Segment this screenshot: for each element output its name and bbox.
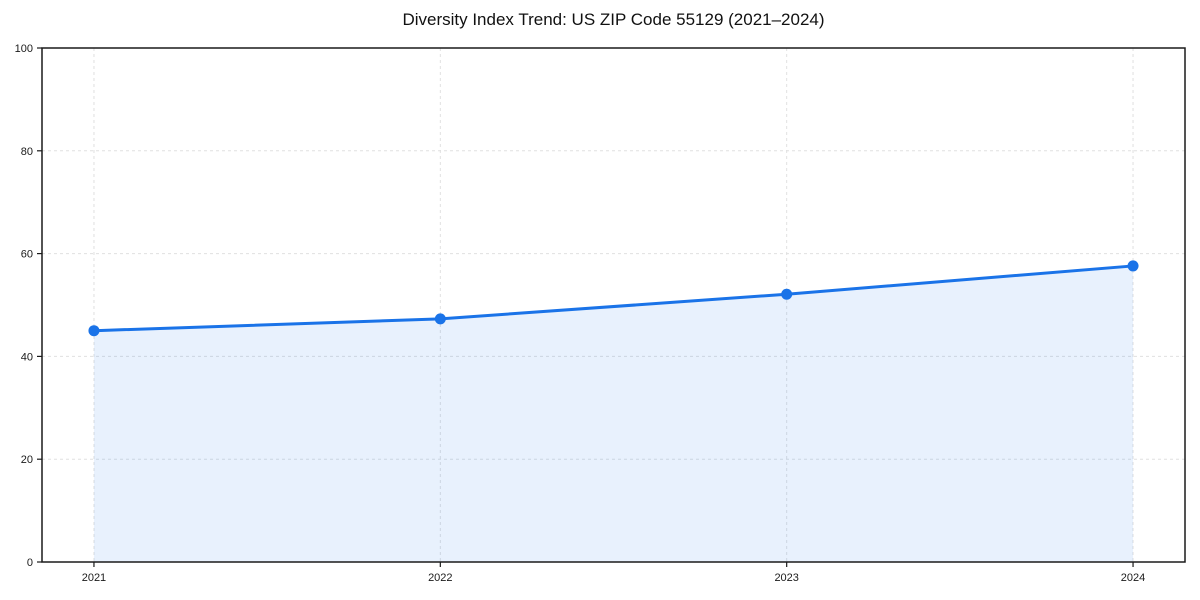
trend-line [92,264,1135,333]
area-fill [93,265,1134,562]
y-tick-label: 60 [21,249,33,261]
x-tick-label: 2022 [428,572,452,584]
data-point-marker [1127,260,1139,272]
data-point-marker [781,288,793,300]
x-tick-label: 2024 [1121,572,1145,584]
plot-frame [41,47,1186,563]
y-tick-label: 0 [27,557,33,569]
y-tick-label: 20 [21,454,33,466]
y-tick-label: 100 [15,43,33,55]
chart-title: Diversity Index Trend: US ZIP Code 55129… [402,10,825,29]
x-tick-label: 2023 [774,572,798,584]
y-tick-label: 80 [21,146,33,158]
y-tick-label: 40 [21,351,33,363]
data-point-marker [434,313,446,325]
x-tick-label: 2021 [82,572,106,584]
data-point-marker [88,325,100,337]
